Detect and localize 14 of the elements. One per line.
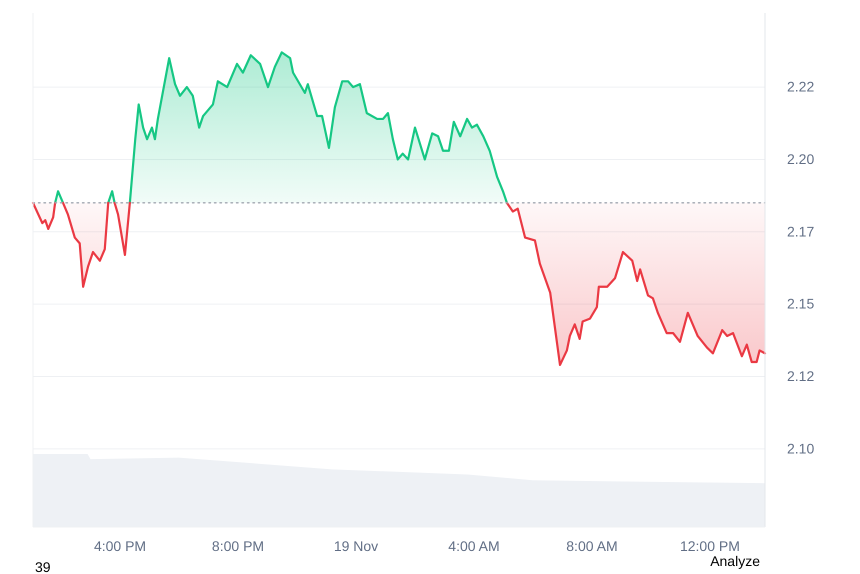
x-tick-label: 12:00 PM [680, 538, 740, 554]
x-tick-label: 4:00 PM [94, 538, 146, 554]
x-tick-label: 4:00 AM [448, 538, 500, 554]
text: 39 [35, 559, 51, 574]
x-tick-label: 19 Nov [334, 538, 378, 554]
x-tick-label: 8:00 AM [566, 538, 618, 554]
text: Analyze [710, 553, 760, 569]
x-tick-label: 8:00 PM [212, 538, 264, 554]
y-tick-label: 2.12 [787, 368, 814, 384]
y-tick-label: 2.10 [787, 440, 814, 456]
y-tick-label: 2.17 [787, 223, 814, 240]
y-tick-label: 2.15 [787, 296, 814, 312]
y-tick-label: 2.22 [787, 78, 814, 95]
y-tick-label: 2.20 [787, 150, 814, 167]
